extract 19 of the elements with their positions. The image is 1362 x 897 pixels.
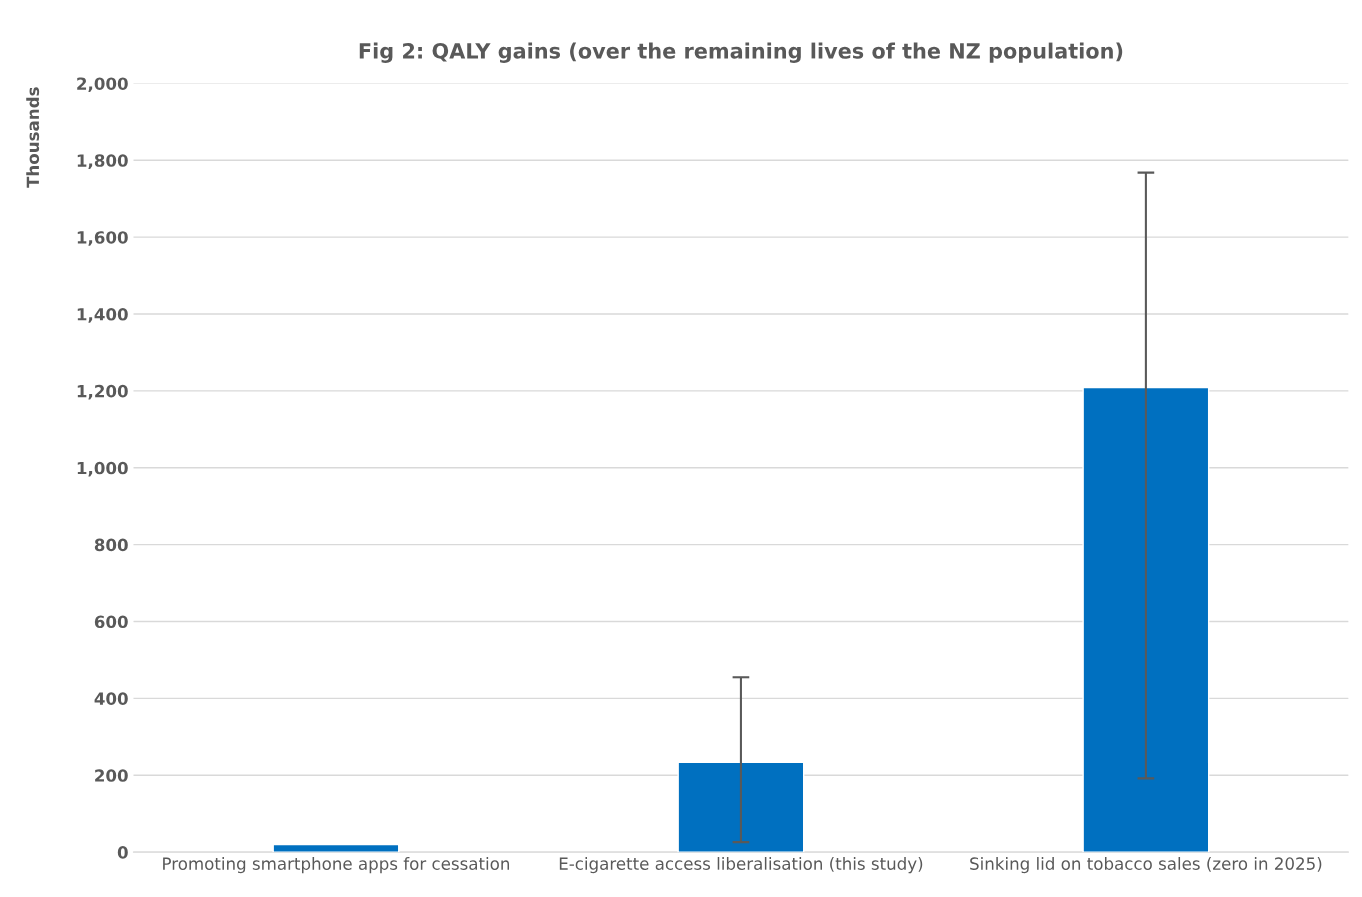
x-tick-label: Promoting smartphone apps for cessation — [163, 857, 510, 874]
bar — [1082, 386, 1210, 853]
y-tick-label: 600 — [94, 615, 128, 629]
bar — [272, 843, 400, 853]
y-tick-label: 200 — [95, 769, 128, 782]
y-tick-label: 1,600 — [77, 231, 128, 246]
x-tick-label: E-cigarette access liberalisation (this study) — [559, 857, 923, 874]
y-tick-label: 800 — [94, 538, 128, 552]
y-tick-label: 1,200 — [77, 384, 128, 400]
y-tick-label: 2,000 — [77, 77, 128, 93]
y-tick-label: 0 — [117, 846, 128, 859]
y-tick-label: 400 — [94, 692, 128, 705]
y-tick-label: 1,000 — [77, 461, 128, 477]
chart-title: Fig 2: QALY gains (over the remaining lives of the NZ population) — [359, 42, 1123, 63]
x-tick-label: Sinking lid on tobacco sales (zero in 2025) — [970, 857, 1322, 874]
y-axis-title: Thousands — [26, 87, 40, 188]
bar — [677, 761, 805, 853]
y-tick-label: 1,400 — [77, 308, 128, 323]
y-tick-label: 1,800 — [77, 154, 128, 169]
